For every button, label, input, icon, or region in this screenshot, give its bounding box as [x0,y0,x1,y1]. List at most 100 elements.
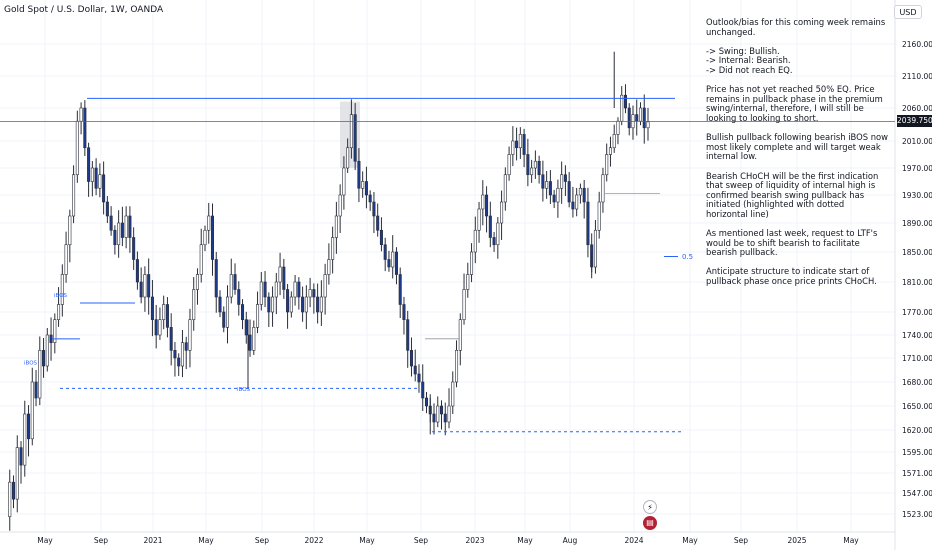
y-tick-label: 1620.000 [902,426,932,435]
candle-body [8,481,12,517]
candle-body [349,114,353,149]
candle-body [541,174,545,189]
candle-body [34,381,38,399]
candle-body [117,222,121,246]
candle-body [376,215,380,231]
candle-body [379,229,383,246]
candle-body [323,274,327,298]
x-tick-label: 2022 [304,536,323,545]
candle-body [567,181,571,203]
y-tick-label: 1650.000 [902,402,932,411]
candle-body [75,120,79,176]
candle-body [353,114,357,162]
candle-body [364,181,368,196]
candle-body [346,147,350,169]
x-tick-label: May [843,536,859,545]
x-tick-label: 2023 [465,536,484,545]
us-flag-icon[interactable]: ▤ [643,516,657,530]
candle-body [635,114,639,122]
currency-selector[interactable]: USD [894,5,922,19]
candle-body [526,154,530,176]
candle-body [582,187,586,203]
candle-body [601,174,605,203]
candle-body [90,167,94,182]
x-tick-label: 2024 [624,536,643,545]
candle-body [241,304,245,320]
candle-body [612,134,616,149]
candle-body [383,244,387,260]
candle-body [83,107,87,149]
candle-body [19,447,23,466]
y-tick-label: 1523.000 [902,510,932,519]
candle-body [188,319,192,351]
x-tick-label: May [359,536,375,545]
y-tick-label: 1930.000 [902,191,932,200]
analysis-notes: Outlook/bias for this coming week remain… [706,17,888,296]
y-tick-label: 1890.000 [902,219,932,228]
candle-body [466,274,470,290]
candle-body [308,289,312,298]
candle-body [642,107,646,129]
y-tick-label: 1850.000 [902,248,932,257]
x-tick-label: May [37,536,53,545]
y-tick-label: 1571.000 [902,469,932,478]
candle-body [424,397,429,407]
candle-body [23,413,27,466]
candle-body [578,187,582,196]
candle-body [177,357,181,367]
y-tick-label: 1595.000 [902,448,932,457]
candle-body [49,334,53,343]
candle-body [113,229,117,246]
candle-body [571,201,575,210]
candle-body [132,237,136,260]
lightning-icon[interactable]: ⚡ [643,500,657,514]
candle-body [432,413,436,423]
x-tick-label: Sep [94,536,108,545]
symbol-title: Gold Spot / U.S. Dollar, 1W, OANDA [4,5,164,15]
candle-body [27,413,31,440]
y-tick-label: 2010.000 [902,137,932,146]
candle-body [387,259,391,268]
candle-body [560,174,564,189]
candle-body [556,187,560,203]
candle-body [274,281,278,298]
candle-body [237,289,241,305]
candle-body [421,381,425,399]
candle-body [192,289,196,320]
candle-body [124,215,128,238]
candle-body [608,147,612,155]
note-paragraph: As mentioned last week, request to LTF's… [706,228,878,258]
candle-body [94,167,98,189]
candle-body [173,350,177,359]
y-tick-label: 2060.000 [902,104,932,113]
candle-body [45,334,49,367]
y-tick-label: 1710.000 [902,354,932,363]
candle-body [87,147,91,182]
candle-body [552,194,556,203]
candle-body [331,237,335,260]
candle-body [289,296,293,313]
candle-body [575,194,579,210]
candle-body [195,274,199,290]
candle-body [327,259,331,275]
candle-body [357,160,361,189]
candle-body [646,121,650,129]
candle-body [638,107,643,122]
candle-body [98,174,102,189]
x-tick-label: 2021 [143,536,162,545]
candle-body [301,296,305,313]
candle-body [128,215,132,238]
y-tick-label: 1770.000 [902,308,932,317]
candle-body [79,107,83,122]
candle-body [563,174,567,182]
candle-body [372,201,376,217]
candle-body [203,229,207,246]
y-tick-label: 1970.000 [902,164,932,173]
candle-body [139,281,143,298]
candle-body [338,194,342,217]
candle-body [225,296,230,328]
note-paragraph: Bearish CHoCH will be the first indicati… [706,170,879,219]
candle-body [207,215,211,231]
candle-body [458,319,462,351]
